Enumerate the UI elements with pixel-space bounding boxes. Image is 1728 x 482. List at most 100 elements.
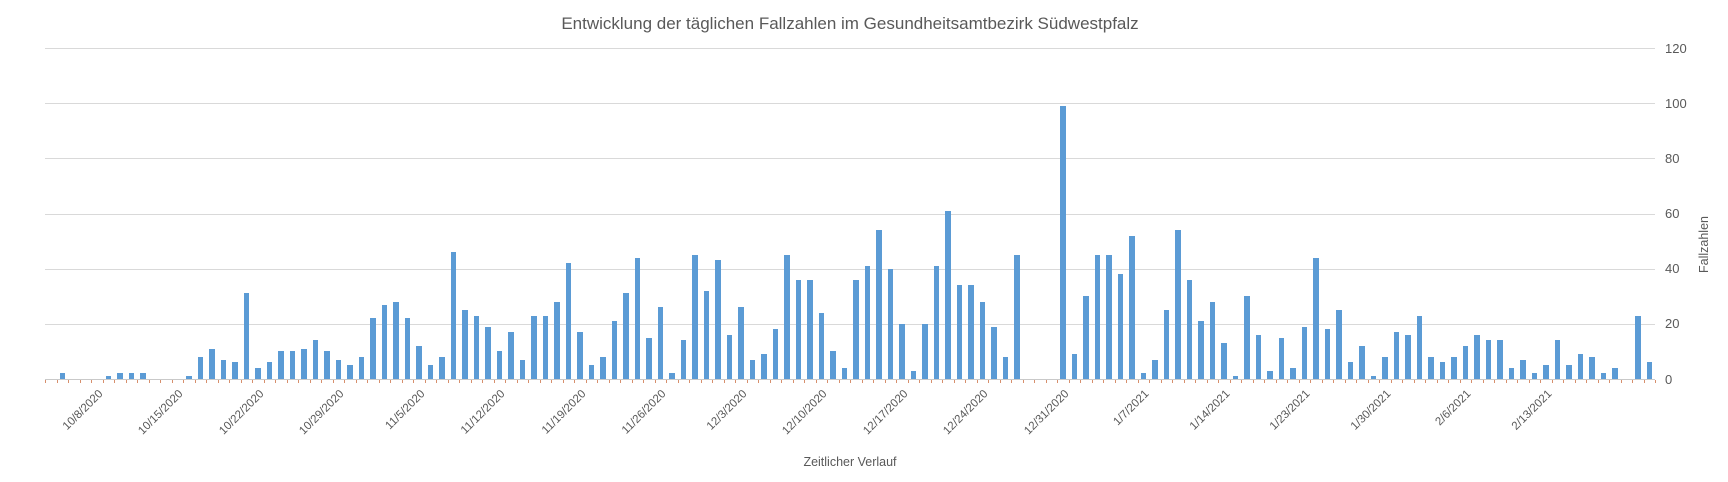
bar: [554, 301, 560, 379]
bar: [485, 326, 491, 379]
bar: [922, 323, 928, 379]
axis-tick: [447, 380, 449, 383]
bar: [761, 354, 767, 379]
axis-tick: [539, 380, 541, 383]
bar: [1646, 362, 1652, 379]
axis-tick: [896, 380, 897, 383]
axis-tick: [574, 380, 575, 383]
axis-tick: [1459, 380, 1461, 383]
axis-tick: [781, 380, 782, 383]
y-tick-label: 40: [1665, 261, 1680, 277]
bar: [1600, 373, 1606, 379]
axis-tick: [1022, 380, 1024, 383]
axis-tick: [1494, 380, 1495, 383]
bar: [416, 345, 422, 379]
axis-tick: [367, 380, 368, 383]
gridline: [45, 323, 1655, 325]
bar: [105, 376, 111, 379]
bar: [784, 254, 790, 379]
bar: [542, 315, 548, 379]
bar: [1129, 235, 1135, 379]
bar: [1186, 279, 1192, 379]
axis-tick: [1655, 380, 1656, 383]
axis-tick: [861, 380, 863, 383]
axis-tick: [712, 380, 713, 383]
axis-tick: [1080, 380, 1081, 383]
axis-tick: [551, 380, 552, 383]
axis-tick: [792, 380, 794, 383]
axis-tick: [1126, 380, 1127, 383]
bar: [324, 351, 330, 379]
bar: [1324, 329, 1330, 379]
axis-tick: [1517, 380, 1518, 383]
bar: [117, 373, 123, 379]
axis-tick: [1540, 380, 1541, 383]
axis-tick: [1298, 380, 1300, 383]
axis-tick: [1011, 380, 1012, 383]
bar: [600, 356, 606, 379]
axis-tick: [321, 380, 322, 383]
axis-tick: [769, 380, 771, 383]
axis-tick: [137, 380, 138, 383]
axis-tick: [873, 380, 874, 383]
axis-tick: [746, 380, 748, 383]
axis-tick: [1218, 380, 1219, 383]
bar: [1474, 334, 1480, 379]
axis-tick: [620, 380, 621, 383]
axis-tick: [1287, 380, 1288, 383]
bar: [933, 265, 939, 379]
axis-tick: [1091, 380, 1093, 383]
axis-tick: [1114, 380, 1116, 383]
axis-tick: [45, 380, 46, 383]
bar: [795, 279, 801, 379]
axis-tick: [631, 380, 633, 383]
bar: [1520, 359, 1526, 379]
axis-tick: [654, 380, 656, 383]
axis-tick: [424, 380, 426, 383]
axis-tick: [217, 380, 219, 383]
bar: [1635, 315, 1641, 379]
axis-tick: [286, 380, 288, 383]
bar: [255, 367, 261, 379]
bar: [1152, 359, 1158, 379]
axis-tick: [1597, 380, 1599, 383]
bar: [657, 307, 663, 379]
bar: [807, 279, 813, 379]
bar: [243, 293, 249, 379]
bar: [692, 254, 698, 379]
bar: [462, 310, 468, 379]
axis-tick: [1609, 380, 1610, 383]
bar: [59, 373, 65, 379]
bar: [1554, 340, 1560, 379]
axis-tick: [562, 380, 564, 383]
bar: [197, 356, 203, 379]
bar: [381, 304, 387, 379]
gridline: [45, 103, 1655, 105]
axis-tick: [114, 380, 115, 383]
bar: [1428, 356, 1434, 379]
bar: [1382, 356, 1388, 379]
bar: [864, 265, 870, 379]
axis-tick: [401, 380, 403, 383]
x-axis-title: Zeitlicher Verlauf: [803, 455, 897, 469]
y-axis-title: Fallzahlen: [1697, 215, 1711, 273]
axis-tick: [344, 380, 345, 383]
axis-tick: [1448, 380, 1449, 383]
bar: [220, 359, 226, 379]
axis-tick: [1034, 380, 1035, 383]
axis-tick: [1551, 380, 1553, 383]
bar: [1612, 367, 1618, 379]
axis-tick: [1241, 380, 1242, 383]
bar: [887, 268, 893, 379]
axis-tick: [436, 380, 437, 383]
bar: [232, 362, 238, 379]
bar: [209, 348, 215, 379]
axis-tick: [907, 380, 909, 383]
bar: [1002, 356, 1008, 379]
axis-tick: [413, 380, 414, 383]
bar: [128, 373, 134, 379]
axis-tick: [976, 380, 978, 383]
bar: [393, 301, 399, 379]
bar: [1508, 367, 1514, 379]
